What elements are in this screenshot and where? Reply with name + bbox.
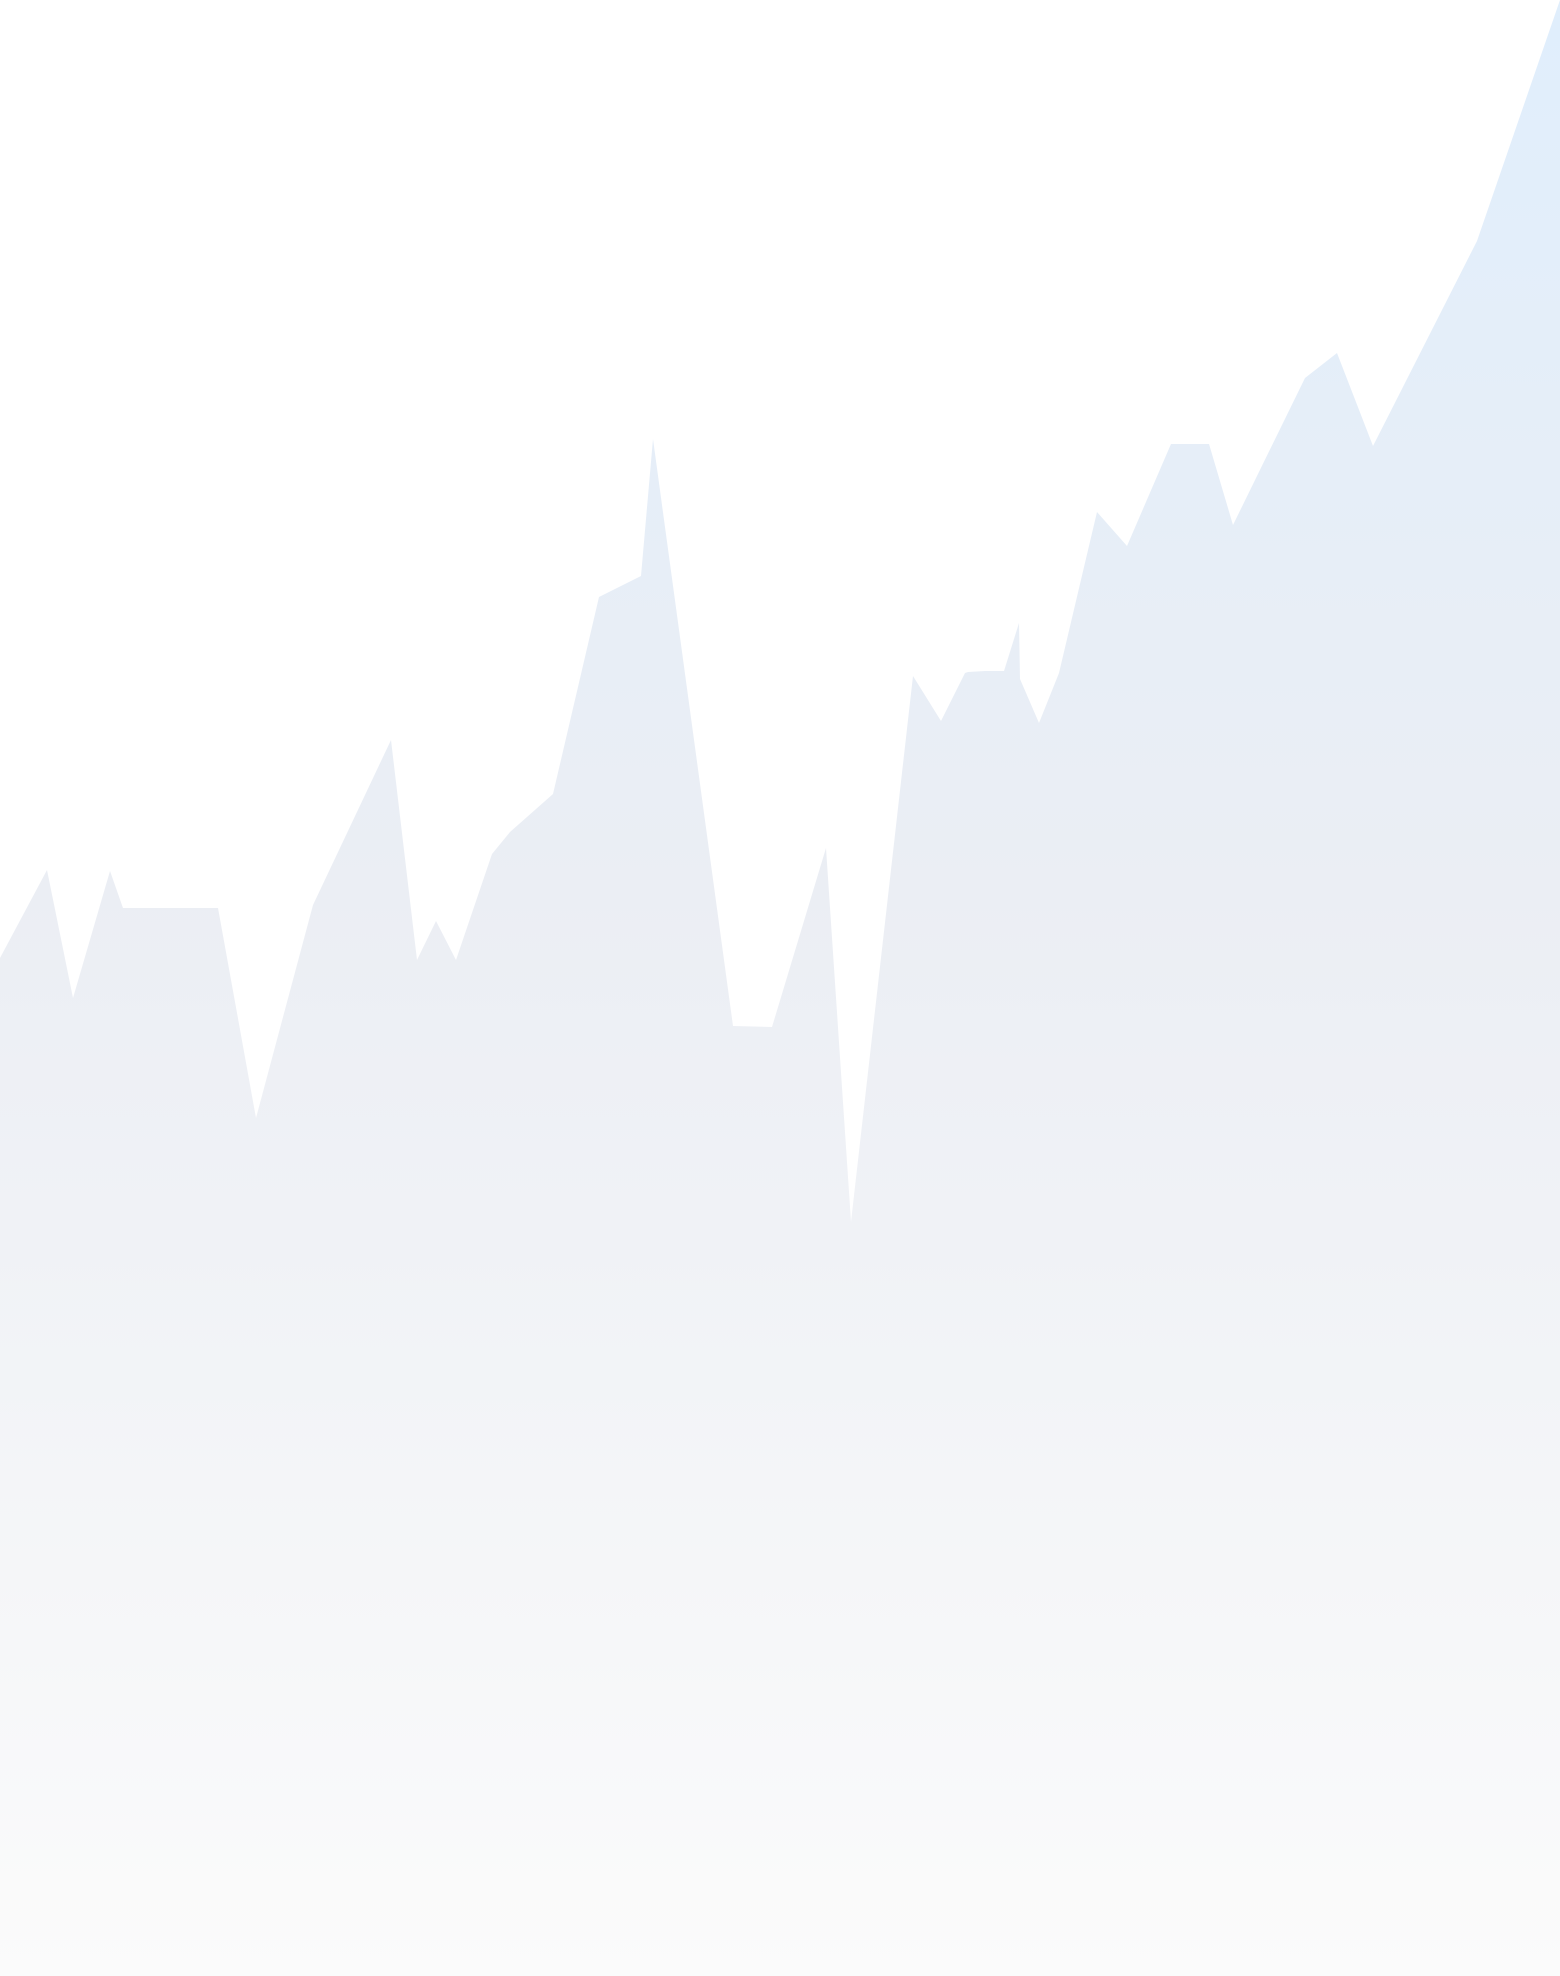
series-layer [0,0,1560,1976]
area-series-0 [0,0,1560,1976]
area-chart-container [0,0,1560,1976]
area-chart [0,0,1560,1976]
